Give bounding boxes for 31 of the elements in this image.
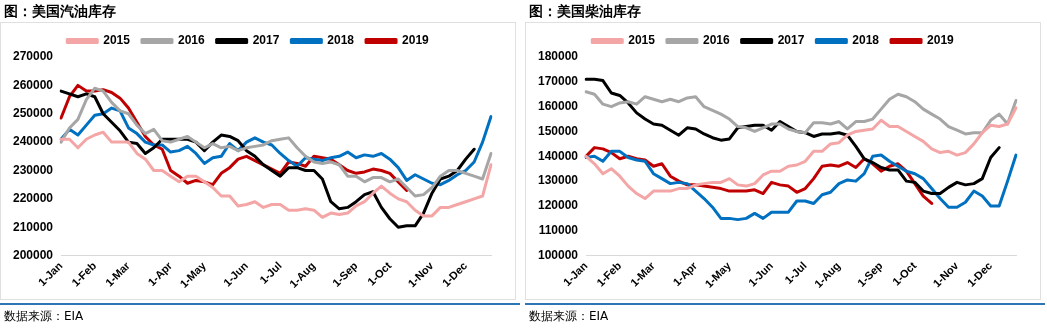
y-tick-label: 130000 bbox=[538, 173, 579, 188]
chart-title: 图：美国汽油库存 bbox=[4, 3, 116, 21]
legend-label: 2015 bbox=[103, 33, 131, 48]
legend-label: 2015 bbox=[628, 33, 656, 48]
y-tick-label: 220000 bbox=[13, 191, 54, 206]
y-tick-label: 240000 bbox=[13, 134, 54, 149]
legend-label: 2018 bbox=[327, 33, 355, 48]
y-tick-label: 100000 bbox=[538, 247, 579, 262]
y-tick-label: 250000 bbox=[13, 106, 54, 121]
y-tick-label: 180000 bbox=[538, 49, 579, 64]
y-tick-label: 170000 bbox=[538, 74, 579, 89]
y-tick-label: 200000 bbox=[13, 247, 54, 262]
y-tick-label: 260000 bbox=[13, 77, 54, 92]
legend-label: 2017 bbox=[252, 33, 280, 48]
y-tick-label: 270000 bbox=[13, 49, 54, 64]
source-note: 数据来源：EIA bbox=[4, 308, 84, 325]
y-tick-label: 210000 bbox=[13, 219, 54, 234]
y-tick-label: 120000 bbox=[538, 198, 579, 213]
y-tick-label: 110000 bbox=[538, 223, 579, 238]
legend-label: 2019 bbox=[402, 33, 430, 48]
legend-label: 2016 bbox=[177, 33, 205, 48]
legend-label: 2016 bbox=[702, 33, 730, 48]
legend-label: 2019 bbox=[927, 33, 955, 48]
y-tick-label: 140000 bbox=[538, 148, 579, 163]
y-tick-label: 150000 bbox=[538, 123, 579, 138]
legend-label: 2017 bbox=[777, 33, 805, 48]
y-tick-label: 230000 bbox=[13, 162, 54, 177]
legend-label: 2018 bbox=[852, 33, 880, 48]
chart-title: 图：美国柴油库存 bbox=[529, 3, 641, 21]
source-note: 数据来源：EIA bbox=[529, 308, 609, 325]
y-tick-label: 160000 bbox=[538, 98, 579, 113]
